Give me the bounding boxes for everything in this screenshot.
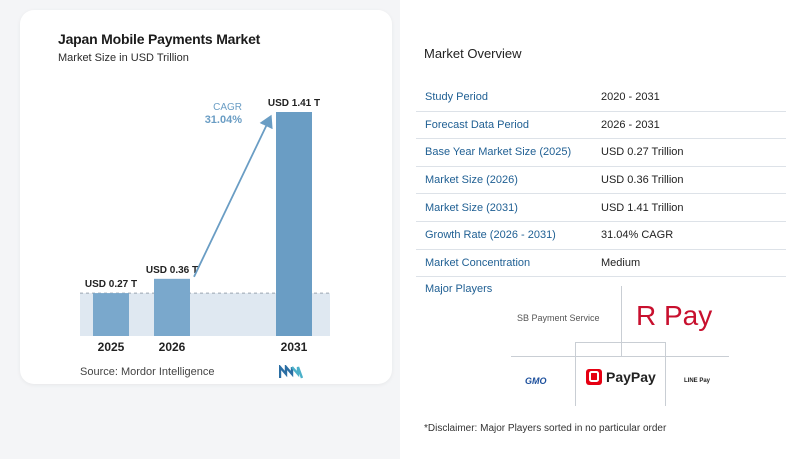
grid-divider — [575, 342, 576, 406]
line-pay-logo: LINE Pay — [684, 378, 710, 384]
table-row: Market Size (2026) USD 0.36 Trillion — [416, 167, 786, 195]
disclaimer: *Disclaimer: Major Players sorted in no … — [424, 423, 667, 434]
player-name: GMO — [525, 376, 547, 386]
row-key: Study Period — [425, 91, 488, 104]
cagr-label: CAGR — [213, 102, 242, 113]
bar-2026 — [154, 278, 190, 336]
row-key: Base Year Market Size (2025) — [425, 146, 572, 159]
paypay-icon — [586, 369, 602, 385]
table-row: Market Size (2031) USD 1.41 Trillion — [416, 194, 786, 222]
table-row: Study Period 2020 - 2031 — [416, 84, 786, 112]
table-row: Growth Rate (2026 - 2031) 31.04% CAGR — [416, 222, 786, 250]
grid-divider — [665, 342, 666, 406]
row-value: USD 1.41 Trillion — [601, 201, 684, 214]
grid-divider — [575, 342, 666, 343]
row-value: Medium — [601, 256, 641, 269]
value-label: USD 0.27 T — [85, 279, 137, 290]
value-label: USD 1.41 T — [268, 98, 320, 109]
overview-table: Study Period 2020 - 2031 Forecast Data Pe… — [416, 84, 786, 278]
chart-subtitle: Market Size in USD Trillion — [58, 52, 189, 64]
category-label: 2031 — [281, 340, 308, 354]
major-players-label: Major Players — [425, 283, 493, 295]
value-label: USD 0.36 T — [146, 265, 198, 276]
category-label: 2025 — [98, 340, 125, 354]
overview-title: Market Overview — [424, 46, 522, 61]
player-name: R Pay — [636, 300, 713, 331]
row-key: Forecast Data Period — [425, 118, 529, 131]
table-row: Market Concentration Medium — [416, 250, 786, 278]
row-value: 2026 - 2031 — [601, 118, 660, 131]
table-row: Forecast Data Period 2026 - 2031 — [416, 112, 786, 140]
row-key: Market Concentration — [425, 256, 531, 269]
source-note: Source: Mordor Intelligence — [80, 366, 215, 378]
table-row: Base Year Market Size (2025) USD 0.27 Tri… — [416, 139, 786, 167]
chart-title: Japan Mobile Payments Market — [58, 31, 261, 47]
row-value: USD 0.27 Trillion — [601, 146, 684, 159]
gmo-logo: GMO — [525, 376, 547, 386]
row-value: 31.04% CAGR — [601, 229, 674, 242]
player-name: PayPay — [606, 369, 656, 385]
r-pay-logo: R Pay — [636, 300, 712, 332]
row-value: USD 0.36 Trillion — [601, 174, 684, 187]
bar-2031 — [276, 112, 312, 336]
grid-divider — [511, 356, 729, 357]
category-label: 2026 — [159, 340, 186, 354]
cagr-value: 31.04% — [205, 114, 243, 126]
paypay-logo: PayPay — [585, 368, 656, 386]
cagr-arrow — [193, 114, 273, 278]
grid-divider — [621, 286, 622, 356]
row-key: Market Size (2026) — [425, 174, 518, 187]
sb-payment-logo: SB Payment Service — [517, 313, 600, 323]
row-value: 2020 - 2031 — [601, 91, 660, 104]
row-key: Market Size (2031) — [425, 201, 518, 214]
bar-2025 — [93, 293, 129, 336]
player-name: SB Payment Service — [517, 313, 600, 323]
mordor-logo-icon — [279, 365, 303, 379]
player-name: LINE Pay — [684, 378, 711, 384]
bar-chart: USD 0.27 T 2025 USD 0.36 T 2026 USD 1.41 T 20… — [80, 98, 330, 354]
row-key: Growth Rate (2026 - 2031) — [425, 229, 556, 242]
